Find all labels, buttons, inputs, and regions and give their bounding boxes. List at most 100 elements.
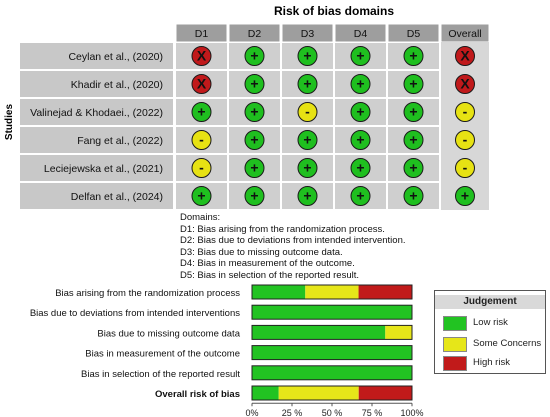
judgement-symbol: - <box>463 160 468 176</box>
legend-swatch-low <box>443 316 467 331</box>
judgement-high-mark <box>191 46 212 66</box>
column-header-d4: D4 <box>354 28 368 40</box>
bar-segment-high-risk <box>358 386 412 400</box>
judgement-symbol: + <box>250 48 258 64</box>
bar-segment-high-risk <box>358 285 412 299</box>
judgement-symbol: X <box>197 76 207 92</box>
bar-outline <box>251 365 413 381</box>
judgement-some-mark <box>191 158 212 178</box>
judgement-low-mark <box>244 102 265 122</box>
judgement-some-mark <box>455 158 475 178</box>
judgement-symbol: - <box>199 160 204 176</box>
column-header-bg-d1 <box>175 23 228 43</box>
judgement-symbol: + <box>356 160 364 176</box>
x-tick-label: 25 % <box>282 408 303 417</box>
study-cell-bg <box>20 127 173 153</box>
traffic-light-table: D1 D2 D3 D4 D5 Overall Ceylan et al., (2020) X +… <box>20 23 490 210</box>
judgement-low-mark <box>350 158 371 178</box>
judgement-low-mark <box>244 158 265 178</box>
judgement-symbol: + <box>409 188 417 204</box>
bar-outline <box>251 284 413 300</box>
judgement-symbol: + <box>303 76 311 92</box>
x-tick-label: 0% <box>245 408 258 417</box>
legend-swatch-high <box>443 356 467 371</box>
column-header-bg-d5 <box>387 23 440 43</box>
judgement-symbol: + <box>356 188 364 204</box>
judgement-low-mark <box>244 46 265 66</box>
judgement-low-mark <box>455 186 475 206</box>
study-cell-bg <box>20 43 173 69</box>
judgement-symbol: + <box>250 132 258 148</box>
legend-label-high: High risk <box>473 357 510 368</box>
study-cell-bg <box>20 71 173 97</box>
judgement-low-mark <box>403 46 424 66</box>
judgement-symbol: + <box>303 160 311 176</box>
bar-segment-some-concerns <box>278 386 359 400</box>
bar-category-label: Bias due to missing outcome data <box>97 328 240 339</box>
judgement-low-mark <box>403 102 424 122</box>
domain-d3: D3: Bias due to missing outcome data. <box>180 246 343 258</box>
studies-axis-label: Studies <box>4 104 15 141</box>
judgement-low-mark <box>297 158 318 178</box>
bar-segment-some-concerns <box>385 325 412 340</box>
column-header-d2: D2 <box>248 28 262 40</box>
judgement-low-mark <box>350 130 371 150</box>
bar-outline <box>251 345 413 361</box>
judgement-symbol: - <box>463 132 468 148</box>
judgement-low-mark <box>297 74 318 94</box>
judgement-low-mark <box>403 130 424 150</box>
study-label: Fang et al., (2022) <box>77 135 163 147</box>
judgement-symbol: + <box>356 48 364 64</box>
judgement-low-mark <box>244 130 265 150</box>
judgement-symbol: - <box>463 104 468 120</box>
judgement-symbol: + <box>356 132 364 148</box>
judgement-symbol: X <box>460 76 470 92</box>
legend-label-some: Some Concerns <box>473 338 542 349</box>
column-header-d5: D5 <box>407 28 421 40</box>
bar-segment-low-risk <box>252 365 412 380</box>
x-tick-label: 75 % <box>362 408 383 417</box>
judgement-low-mark <box>297 130 318 150</box>
legend-label-low: Low risk <box>473 317 508 328</box>
domain-d5: D5: Bias in selection of the reported re… <box>180 269 360 281</box>
bar-category-label: Overall risk of bias <box>155 389 240 400</box>
legend-swatch-some <box>443 337 467 352</box>
study-label: Valinejad & Khodaei., (2022) <box>30 107 163 119</box>
bar-segment-low-risk <box>252 386 279 400</box>
study-cell-bg <box>20 99 173 125</box>
study-cell-bg <box>20 155 173 181</box>
judgement-low-mark <box>403 186 424 206</box>
judgement-symbol: + <box>250 76 258 92</box>
judgement-symbol: + <box>303 48 311 64</box>
bar-category-label: Bias due to deviations from intended int… <box>30 308 240 319</box>
overall-column-bg <box>441 42 489 210</box>
bar-outline <box>251 304 413 320</box>
bar-segment-low-risk <box>252 325 386 340</box>
summary-bar-chart: Bias arising from the randomization proc… <box>30 284 424 417</box>
judgement-symbol: + <box>197 104 205 120</box>
judgement-symbol: - <box>199 132 204 148</box>
judgement-symbol: + <box>303 132 311 148</box>
judgement-symbol: + <box>303 188 311 204</box>
judgement-symbol: - <box>305 104 310 120</box>
column-header-d1: D1 <box>195 28 209 40</box>
judgement-symbol: + <box>356 104 364 120</box>
judgement-low-mark <box>403 74 424 94</box>
study-label: Delfan et al., (2024) <box>71 191 163 203</box>
domains-legend: Domains: D1: Bias arising from the rando… <box>180 212 406 281</box>
judgement-symbol: + <box>409 48 417 64</box>
judgement-symbol: + <box>409 104 417 120</box>
judgement-symbol: + <box>250 188 258 204</box>
judgement-symbol: X <box>460 48 470 64</box>
judgement-some-mark <box>191 130 212 150</box>
judgement-low-mark <box>191 186 212 206</box>
bar-outline <box>251 324 413 340</box>
bar-category-label: Bias in selection of the reported result <box>81 369 240 380</box>
domains-heading: Domains: <box>180 212 221 223</box>
judgement-symbol: + <box>409 132 417 148</box>
judgement-symbol: + <box>250 104 258 120</box>
judgement-low-mark <box>297 46 318 66</box>
judgement-symbol: + <box>409 160 417 176</box>
column-header-overall: Overall <box>448 28 481 40</box>
judgement-low-mark <box>350 102 371 122</box>
